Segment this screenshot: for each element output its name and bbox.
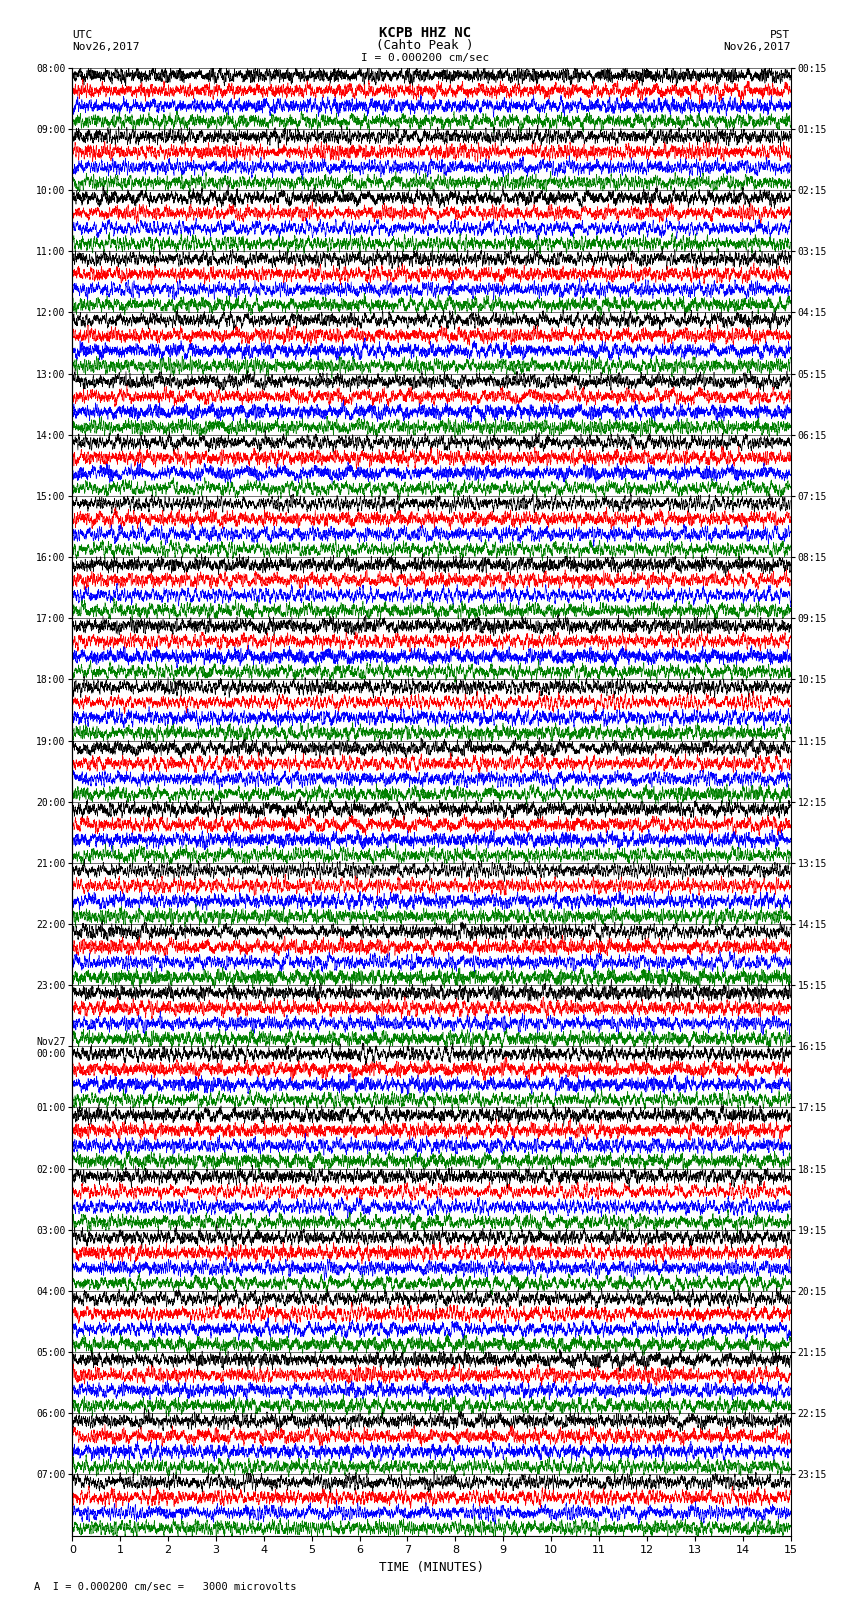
Text: I = 0.000200 cm/sec: I = 0.000200 cm/sec: [361, 53, 489, 63]
Text: Nov26,2017: Nov26,2017: [723, 42, 791, 52]
Text: PST: PST: [770, 29, 790, 39]
Text: A  I = 0.000200 cm/sec =   3000 microvolts: A I = 0.000200 cm/sec = 3000 microvolts: [34, 1582, 297, 1592]
Text: KCPB HHZ NC: KCPB HHZ NC: [379, 26, 471, 39]
Text: (Cahto Peak ): (Cahto Peak ): [377, 39, 473, 52]
Text: Nov26,2017: Nov26,2017: [72, 42, 139, 52]
Text: UTC: UTC: [72, 29, 93, 39]
X-axis label: TIME (MINUTES): TIME (MINUTES): [379, 1561, 484, 1574]
